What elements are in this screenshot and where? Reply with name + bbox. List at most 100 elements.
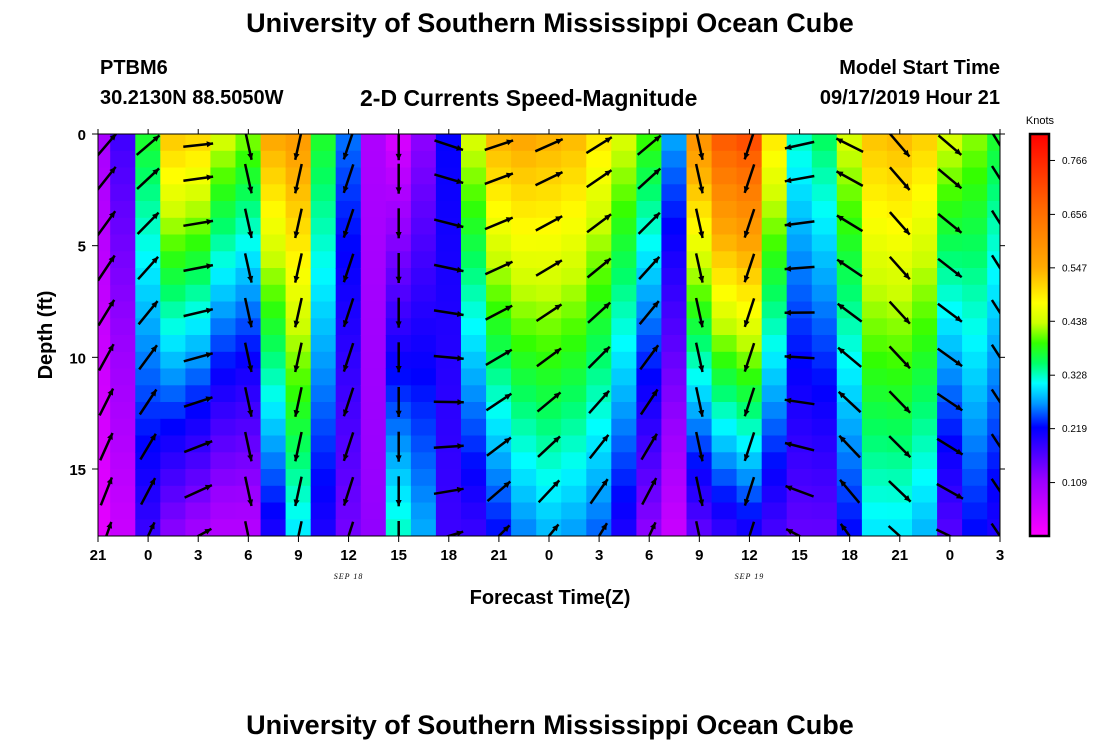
heatmap-cell bbox=[160, 435, 186, 453]
heatmap-cell bbox=[285, 368, 312, 386]
heatmap-cell bbox=[360, 234, 387, 252]
heatmap-cell bbox=[360, 268, 387, 286]
heatmap-cell bbox=[937, 452, 963, 470]
date-label: SEP 19 bbox=[735, 572, 765, 581]
heatmap-cell bbox=[210, 301, 237, 319]
heatmap-cell bbox=[98, 150, 111, 169]
current-vector-head bbox=[602, 390, 610, 398]
heatmap-cell bbox=[786, 452, 813, 470]
current-vector-head bbox=[343, 454, 349, 461]
current-vector-head bbox=[1002, 184, 1008, 191]
heatmap-cell bbox=[486, 201, 512, 219]
heatmap-cell bbox=[761, 485, 788, 504]
heatmap-cell bbox=[410, 485, 437, 504]
heatmap-cell bbox=[811, 368, 838, 386]
current-vector-head bbox=[206, 141, 214, 148]
heatmap-cell bbox=[912, 217, 938, 236]
heatmap-cell bbox=[235, 402, 262, 420]
heatmap-cell bbox=[861, 234, 888, 252]
current-vector-head bbox=[247, 499, 254, 506]
current-vector-head bbox=[502, 525, 510, 532]
current-vector-head bbox=[652, 256, 660, 264]
heatmap-cell bbox=[836, 452, 863, 470]
heatmap-cell bbox=[185, 368, 212, 386]
heatmap-cell bbox=[586, 435, 612, 453]
heatmap-cell bbox=[511, 134, 537, 152]
heatmap-cell bbox=[962, 201, 988, 219]
current-vector-head bbox=[554, 260, 562, 267]
heatmap-cell bbox=[461, 485, 487, 504]
heatmap-cell bbox=[310, 502, 337, 520]
heatmap-cell bbox=[486, 184, 512, 202]
heatmap-cell bbox=[310, 519, 337, 536]
heatmap-cell bbox=[937, 469, 963, 487]
heatmap-cell bbox=[210, 485, 237, 504]
heatmap-cell bbox=[561, 201, 587, 219]
heatmap-cell bbox=[511, 251, 537, 269]
heatmap-cell bbox=[310, 251, 337, 269]
heatmap-cell bbox=[586, 167, 612, 185]
heatmap-cell bbox=[611, 351, 637, 370]
heatmap-cell bbox=[235, 368, 262, 386]
heatmap-cell bbox=[135, 485, 161, 504]
current-vector-head bbox=[106, 521, 113, 529]
heatmap-cell bbox=[836, 502, 863, 520]
heatmap-cell bbox=[185, 335, 212, 353]
heatmap-cell bbox=[160, 519, 186, 536]
current-vector-head bbox=[205, 440, 213, 447]
heatmap-cell bbox=[335, 469, 362, 487]
heatmap-cell bbox=[410, 385, 437, 403]
heatmap-cell bbox=[611, 385, 637, 403]
heatmap-cell bbox=[987, 284, 1000, 303]
heatmap-cell bbox=[210, 184, 237, 202]
heatmap-cell bbox=[937, 502, 963, 520]
heatmap-cell bbox=[886, 469, 913, 487]
heatmap-cell bbox=[711, 469, 738, 487]
heatmap-cell bbox=[486, 301, 512, 319]
heatmap-cell bbox=[260, 402, 287, 420]
heatmap-cell bbox=[536, 184, 562, 202]
heatmap-cell bbox=[160, 485, 186, 504]
current-vector-head bbox=[698, 409, 705, 417]
heatmap-cell bbox=[260, 385, 287, 403]
heatmap-cell bbox=[611, 469, 637, 487]
current-vector-head bbox=[395, 232, 402, 239]
heatmap-cell bbox=[962, 150, 988, 169]
heatmap-cell bbox=[962, 335, 988, 353]
heatmap-cell bbox=[210, 318, 237, 336]
heatmap-cell bbox=[811, 351, 838, 370]
current-vector-head bbox=[836, 215, 844, 222]
heatmap-cell bbox=[461, 435, 487, 453]
heatmap-cell bbox=[561, 452, 587, 470]
heatmap-cell bbox=[561, 284, 587, 303]
heatmap-cell bbox=[210, 251, 237, 269]
heatmap-cell bbox=[536, 301, 562, 319]
heatmap-cell bbox=[185, 385, 212, 403]
heatmap-cell bbox=[912, 150, 938, 169]
current-vector-head bbox=[149, 478, 156, 486]
heatmap-cell bbox=[461, 351, 487, 370]
heatmap-cell bbox=[335, 284, 362, 303]
heatmap-cell bbox=[886, 318, 913, 336]
heatmap-cell bbox=[511, 418, 537, 437]
heatmap-cell bbox=[385, 502, 412, 520]
heatmap-cell bbox=[611, 134, 637, 152]
x-tick-label: 15 bbox=[791, 547, 808, 564]
current-vector-head bbox=[554, 348, 562, 355]
heatmap-cell bbox=[636, 184, 663, 202]
footer-title: University of Southern Mississippi Ocean… bbox=[246, 710, 854, 740]
heatmap-cell bbox=[987, 469, 1000, 487]
heatmap-cell bbox=[611, 335, 637, 353]
colorbar-tick-label: 0.438 bbox=[1062, 317, 1087, 328]
heatmap-cell bbox=[736, 519, 763, 536]
current-vector-head bbox=[1002, 408, 1008, 415]
heatmap-cell bbox=[736, 452, 763, 470]
current-vector-head bbox=[247, 409, 254, 417]
heatmap-cell bbox=[937, 418, 963, 437]
heatmap-cell bbox=[285, 284, 312, 303]
current-vector-head bbox=[206, 218, 213, 225]
heatmap-cell bbox=[410, 268, 437, 286]
heatmap-cell bbox=[736, 318, 763, 336]
heatmap-cell bbox=[435, 502, 462, 520]
heatmap-cell bbox=[811, 201, 838, 219]
